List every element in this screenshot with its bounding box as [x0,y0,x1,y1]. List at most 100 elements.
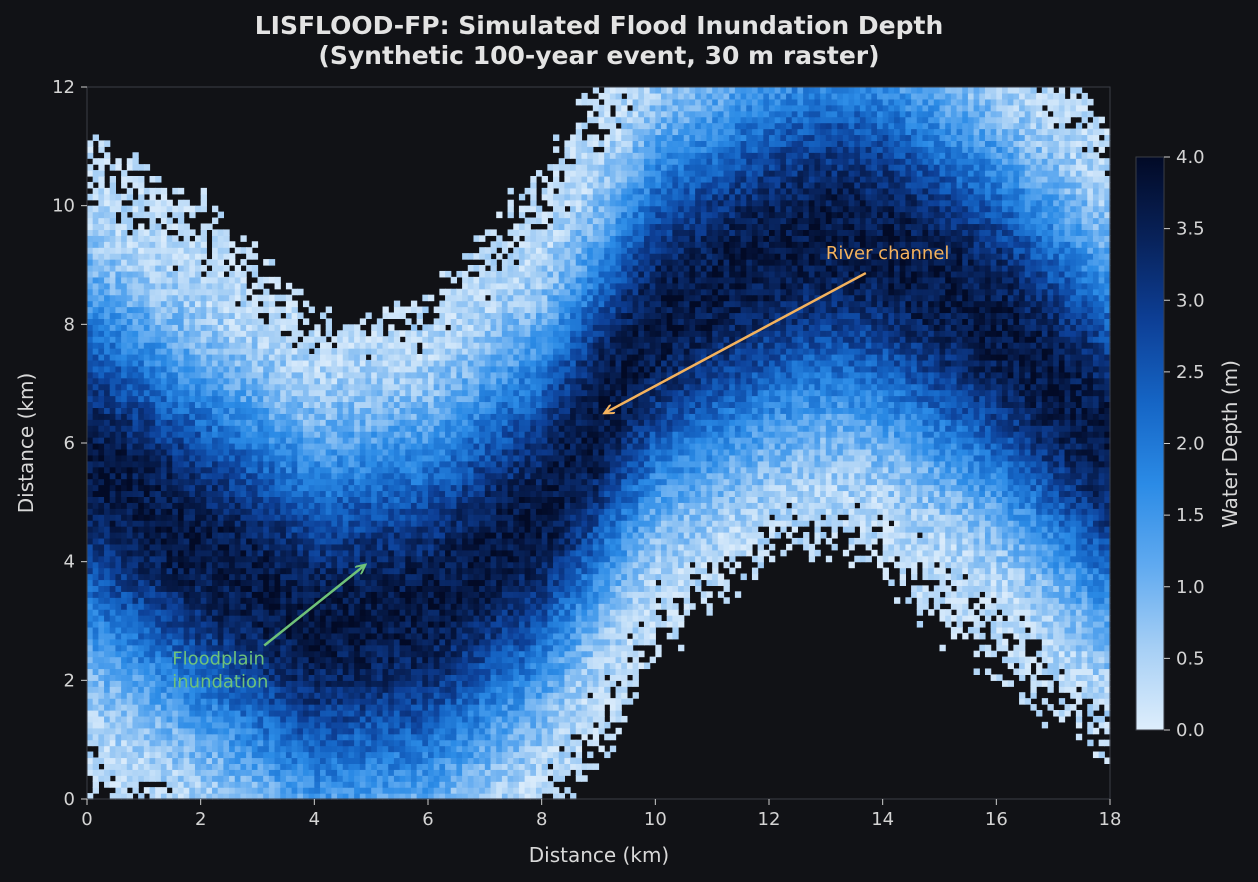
depth-cell [439,692,446,699]
depth-cell [462,573,469,581]
depth-cell [155,680,162,687]
depth-cell [240,632,247,640]
depth-cell [132,621,139,628]
depth-cell [524,591,531,598]
depth-cell [501,775,509,782]
depth-cell [939,567,946,575]
depth-cell [513,781,520,788]
depth-cell [87,638,94,646]
depth-cell [149,704,156,711]
depth-cell [143,603,151,610]
depth-cell [655,621,662,628]
depth-cell [285,668,293,675]
depth-cell [115,561,122,569]
depth-cell [229,692,236,699]
depth-cell [223,573,230,581]
depth-cell [1007,579,1014,586]
depth-cell [149,710,156,717]
depth-cell [365,715,372,723]
depth-cell [257,573,264,581]
depth-cell [342,704,350,711]
depth-cell [1047,543,1054,551]
depth-cell [1075,715,1083,723]
depth-cell [251,763,259,770]
depth-cell [206,615,213,622]
depth-cell [575,668,583,675]
depth-cell [297,704,304,711]
depth-cell [166,763,173,770]
depth-cell [1058,561,1066,569]
depth-cell [371,561,378,569]
depth-cell [172,573,179,581]
depth-cell [240,787,247,794]
depth-cell [314,555,321,563]
depth-cell [473,721,480,729]
depth-cell [530,579,537,586]
depth-cell [268,751,276,759]
depth-cell [456,745,463,753]
depth-cell [456,573,463,581]
depth-cell [217,585,224,592]
depth-cell [484,757,492,764]
depth-cell [535,597,543,604]
depth-cell [1081,650,1088,658]
depth-cell [149,638,156,646]
depth-cell [166,793,173,800]
depth-cell [445,757,452,764]
depth-cell [268,537,276,545]
depth-cell [530,674,537,681]
depth-cell [1070,567,1077,575]
depth-cell [1013,573,1020,581]
depth-cell [479,715,486,723]
depth-cell [348,751,355,759]
depth-cell [194,763,202,770]
depth-cell [240,644,247,652]
depth-cell [439,662,446,670]
depth-cell [1036,615,1043,622]
depth-cell [535,579,543,586]
depth-cell [734,561,742,569]
depth-cell [115,769,122,776]
depth-cell [393,710,401,717]
depth-cell [484,704,492,711]
depth-cell [104,573,111,581]
depth-cell [456,644,463,652]
depth-cell [740,573,747,581]
depth-cell [553,698,560,705]
depth-cell [115,668,122,675]
depth-cell [484,585,492,592]
depth-cell [297,698,304,705]
depth-cell [439,674,446,681]
depth-cell [496,609,503,616]
depth-cell [535,585,543,592]
depth-cell [285,751,293,759]
depth-cell [217,650,224,658]
depth-cell [348,603,355,610]
depth-cell [138,751,145,759]
depth-cell [314,644,321,652]
depth-cell [484,751,492,759]
depth-cell [376,573,384,581]
depth-cell [194,727,202,735]
depth-cell [274,555,281,563]
depth-cell [558,573,565,581]
depth-cell [172,721,179,729]
depth-cell [388,793,395,800]
depth-cell [132,787,139,794]
depth-cell [700,591,708,598]
depth-cell [456,757,463,764]
depth-cell [138,626,145,634]
depth-cell [507,710,514,717]
depth-cell [348,787,355,794]
depth-cell [962,549,969,557]
depth-cell [354,757,361,764]
depth-cell [132,757,139,764]
depth-cell [115,751,122,759]
depth-cell [308,769,315,776]
depth-cell [325,609,332,616]
depth-cell [200,680,207,687]
depth-cell [939,549,946,557]
depth-cell [331,710,338,717]
depth-cell [229,757,236,764]
depth-cell [172,710,179,717]
